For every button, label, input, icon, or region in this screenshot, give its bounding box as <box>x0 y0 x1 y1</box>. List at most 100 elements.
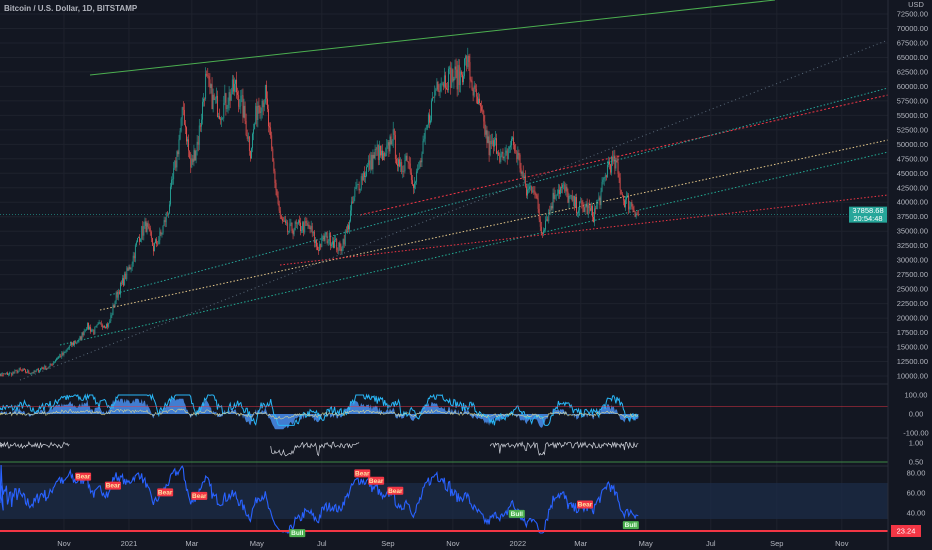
candle <box>427 112 429 128</box>
candle-body <box>336 238 338 250</box>
candle-body <box>8 374 9 375</box>
candle-body <box>417 168 419 172</box>
candle-body <box>234 83 235 92</box>
candle-body <box>581 201 583 205</box>
candle-body <box>121 282 122 284</box>
candle <box>303 221 305 237</box>
candle-body <box>611 156 613 173</box>
candle <box>30 372 32 375</box>
candle <box>242 88 244 124</box>
price-tick: 22500.00 <box>897 299 928 308</box>
candle <box>392 121 394 148</box>
candle-body <box>34 370 36 372</box>
candle <box>33 369 35 375</box>
candle-body <box>511 138 512 146</box>
candle <box>267 91 268 113</box>
candle-body <box>551 205 553 209</box>
candle-body <box>518 153 520 155</box>
candle-body <box>487 136 489 143</box>
candle <box>613 150 615 165</box>
candle <box>255 102 257 125</box>
candle <box>265 80 267 105</box>
candle-body <box>393 129 395 136</box>
candle-body <box>365 175 366 178</box>
candle-body <box>606 164 608 178</box>
candle-body <box>334 240 335 248</box>
candle <box>241 89 243 103</box>
candle-body <box>478 98 479 104</box>
candle-body <box>370 154 372 170</box>
candle-body <box>356 184 358 188</box>
candle <box>423 133 425 143</box>
candle-body <box>587 205 589 214</box>
candle-body <box>323 235 325 241</box>
candle-body <box>360 176 362 189</box>
candle-body <box>456 69 458 90</box>
candle <box>200 113 202 133</box>
candle-body <box>465 56 467 59</box>
candle <box>328 230 330 245</box>
candle-body <box>263 102 265 108</box>
candle-body <box>202 101 203 120</box>
candle <box>545 216 546 232</box>
candle-body <box>133 255 135 259</box>
candle <box>160 229 162 237</box>
candle <box>376 140 378 156</box>
candle <box>476 92 478 105</box>
candle <box>330 242 332 249</box>
candle <box>230 87 232 101</box>
candle-body <box>502 151 504 159</box>
candle-body <box>528 188 529 190</box>
candle-body <box>541 232 543 234</box>
price-axis-bg[interactable] <box>888 0 932 550</box>
candle <box>20 369 22 372</box>
price-tick: 47500.00 <box>897 154 928 163</box>
candle-body <box>60 355 62 358</box>
candle <box>441 81 443 86</box>
candle <box>520 162 522 177</box>
candle-body <box>466 56 468 67</box>
candle-body <box>155 239 156 244</box>
candle-body <box>470 79 472 81</box>
candle-body <box>207 75 209 77</box>
candle-body <box>286 222 288 224</box>
candle <box>139 234 140 246</box>
candle <box>94 326 96 335</box>
candle-body <box>93 329 95 335</box>
candle <box>120 281 121 298</box>
candle-body <box>361 176 363 181</box>
candle-body <box>553 192 555 199</box>
candle-body <box>39 370 40 372</box>
candle <box>533 186 535 195</box>
candle-body <box>612 156 614 162</box>
candle <box>310 220 312 233</box>
candle <box>138 236 139 239</box>
candle <box>281 216 283 224</box>
candle-body <box>307 224 309 226</box>
candle <box>198 118 200 151</box>
candle-body <box>224 93 226 103</box>
candle <box>32 371 34 374</box>
candle <box>293 227 295 237</box>
candle-body <box>349 221 350 230</box>
candle <box>39 370 40 374</box>
candle-body <box>513 137 515 146</box>
candle <box>601 177 603 193</box>
candle-body <box>102 325 104 328</box>
candle-body <box>215 95 217 99</box>
candle-body <box>21 370 23 371</box>
candle-body <box>582 204 584 208</box>
candle <box>276 188 278 198</box>
time-axis[interactable]: Nov 2021 Mar May Jul Sep Nov 2022 Mar May Jul Sep No… <box>57 539 848 548</box>
candle-body <box>594 208 595 223</box>
price-axis[interactable]: 72500.00 70000.00 67500.00 65000.00 62500.00… <box>849 0 929 537</box>
candle <box>496 133 497 155</box>
bull-signal-label: Bull <box>289 529 306 538</box>
candle <box>192 155 194 165</box>
candle <box>631 199 633 210</box>
candle <box>350 205 351 223</box>
candle <box>58 355 60 360</box>
candle <box>455 58 457 79</box>
candle-body <box>373 154 375 159</box>
